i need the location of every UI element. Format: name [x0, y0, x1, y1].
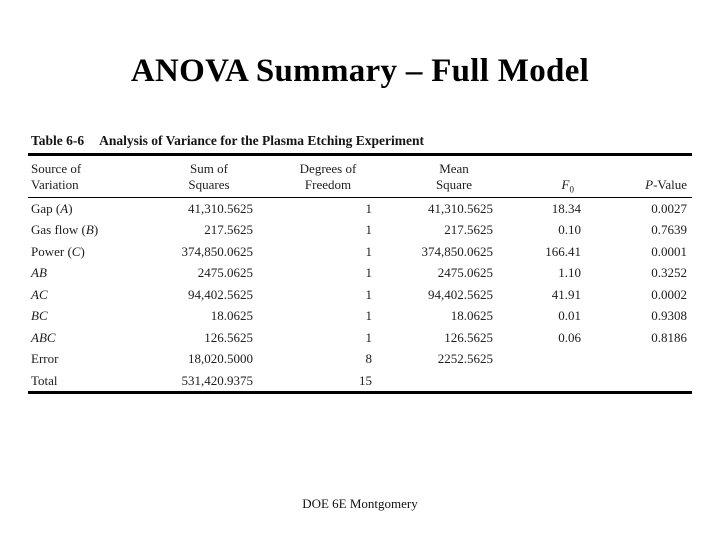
cell-source: BC [31, 308, 48, 324]
table-row: AB 2475.0625 1 2475.0625 1.10 0.3252 [28, 262, 692, 284]
cell-p-value: 0.3252 [651, 265, 687, 281]
column-header-source: Source of Variation [28, 156, 160, 198]
cell-degrees-of-freedom: 1 [365, 286, 373, 302]
cell-degrees-of-freedom: 1 [365, 265, 373, 281]
cell-source: AB [31, 265, 47, 281]
table-row: BC 18.0625 1 18.0625 0.01 0.9308 [28, 305, 692, 327]
cell-sum-of-squares: 41,310.5625 [188, 200, 253, 216]
table-row: Error 18,020.5000 8 2252.5625 [28, 348, 692, 370]
table-row: Total 531,420.9375 15 [28, 370, 692, 392]
table-row: Gas flow (B) 217.5625 1 217.5625 0.10 0.… [28, 219, 692, 241]
table-body: Gap (A) 41,310.5625 1 41,310.5625 18.34 … [28, 197, 692, 391]
cell-source: Power (C) [31, 243, 85, 259]
slide-title: ANOVA Summary – Full Model [130, 53, 590, 89]
anova-table: Table 6-6 Analysis of Variance for the Pl… [28, 133, 692, 394]
cell-p-value: 0.0001 [651, 243, 687, 259]
table-row: Gap (A) 41,310.5625 1 41,310.5625 18.34 … [28, 197, 692, 219]
cell-sum-of-squares: 2475.0625 [197, 265, 253, 281]
table-header: Source of Variation Sum of Squares Degre… [28, 156, 692, 198]
column-header-degrees-of-freedom: Degrees of Freedom [258, 156, 398, 198]
table-caption: Table 6-6 Analysis of Variance for the Pl… [28, 133, 692, 149]
cell-p-value: 0.9308 [651, 308, 687, 324]
table-top-rule [28, 153, 692, 156]
cell-p-value: 0.0002 [651, 286, 687, 302]
anova-data-table: Source of Variation Sum of Squares Degre… [28, 156, 692, 391]
cell-source: ABC [31, 329, 56, 345]
cell-degrees-of-freedom: 8 [365, 351, 373, 367]
table-row: ABC 126.5625 1 126.5625 0.06 0.8186 [28, 327, 692, 349]
cell-mean-square: 94,402.5625 [428, 286, 493, 302]
cell-mean-square: 2475.0625 [437, 265, 493, 281]
cell-p-value [588, 370, 692, 392]
cell-sum-of-squares: 18.0625 [210, 308, 253, 324]
cell-f0: 0.10 [558, 222, 581, 238]
table-caption-title: Analysis of Variance for the Plasma Etch… [99, 133, 425, 148]
cell-source: Total [31, 372, 58, 388]
cell-p-value [588, 348, 692, 370]
cell-sum-of-squares: 18,020.5000 [188, 351, 253, 367]
cell-degrees-of-freedom: 1 [365, 222, 373, 238]
cell-f0: 41.91 [551, 286, 581, 302]
cell-mean-square: 126.5625 [444, 329, 493, 345]
cell-mean-square: 41,310.5625 [428, 200, 493, 216]
cell-f0: 18.34 [551, 200, 581, 216]
slide-footer: DOE 6E Montgomery [302, 496, 418, 511]
cell-sum-of-squares: 374,850.0625 [181, 243, 254, 259]
cell-mean-square [398, 370, 510, 392]
table-caption-label: Table 6-6 [31, 133, 85, 148]
cell-f0 [510, 370, 588, 392]
cell-f0: 0.01 [558, 308, 581, 324]
cell-f0: 166.41 [545, 243, 581, 259]
cell-source: AC [31, 286, 48, 302]
cell-degrees-of-freedom: 1 [365, 329, 373, 345]
cell-f0: 1.10 [558, 265, 581, 281]
cell-degrees-of-freedom: 1 [365, 308, 373, 324]
column-header-p-value: P-Value [588, 156, 692, 198]
cell-sum-of-squares: 94,402.5625 [188, 286, 253, 302]
cell-sum-of-squares: 126.5625 [204, 329, 253, 345]
cell-sum-of-squares: 217.5625 [204, 222, 253, 238]
cell-p-value: 0.7639 [651, 222, 687, 238]
cell-f0 [510, 348, 588, 370]
cell-p-value: 0.0027 [651, 200, 687, 216]
column-header-f0: F0 [510, 156, 588, 198]
cell-mean-square: 217.5625 [444, 222, 493, 238]
table-bottom-rule [28, 391, 692, 394]
cell-degrees-of-freedom: 15 [359, 372, 372, 388]
cell-mean-square: 2252.5625 [437, 351, 493, 367]
cell-p-value: 0.8186 [651, 329, 687, 345]
cell-mean-square: 374,850.0625 [421, 243, 494, 259]
table-row: AC 94,402.5625 1 94,402.5625 41.91 0.000… [28, 284, 692, 306]
column-header-sum-of-squares: Sum of Squares [160, 156, 258, 198]
cell-degrees-of-freedom: 1 [365, 243, 373, 259]
cell-f0: 0.06 [558, 329, 581, 345]
column-header-mean-square: Mean Square [398, 156, 510, 198]
cell-mean-square: 18.0625 [450, 308, 493, 324]
cell-source: Error [31, 351, 59, 367]
cell-source: Gas flow (B) [31, 222, 99, 238]
cell-degrees-of-freedom: 1 [365, 200, 373, 216]
cell-sum-of-squares: 531,420.9375 [181, 372, 254, 388]
cell-source: Gap (A) [31, 200, 73, 216]
table-row: Power (C) 374,850.0625 1 374,850.0625 16… [28, 241, 692, 263]
